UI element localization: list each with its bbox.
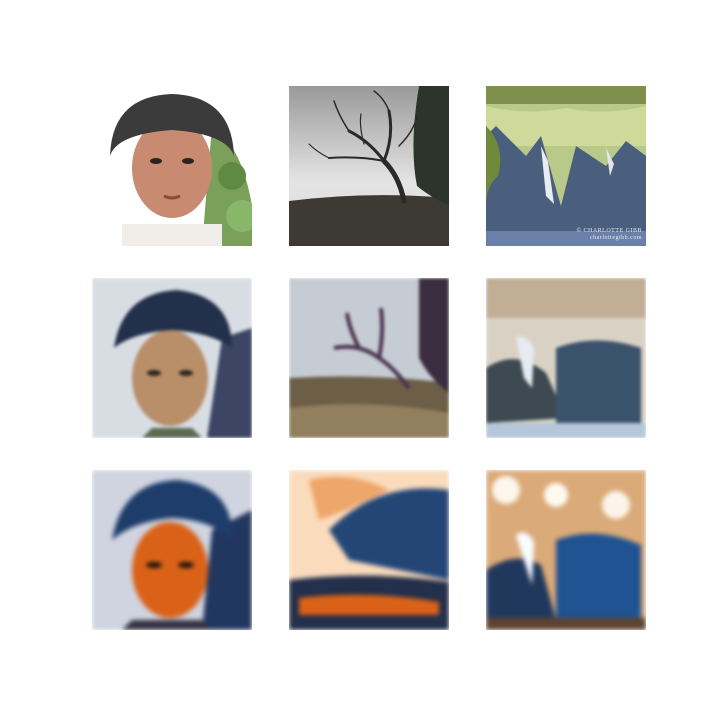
watermark-line-2: charlottegibb.com xyxy=(590,235,642,241)
portrait-photo xyxy=(92,86,252,246)
reflection-stylized-a xyxy=(486,278,646,438)
tree-stylized-b xyxy=(289,470,449,630)
tree-stylized-a xyxy=(289,278,449,438)
portrait-stylized-b xyxy=(92,470,252,630)
photo-watermark: © CHARLOTTE GIBB charlottegibb.com xyxy=(576,228,642,242)
mountain-reflection-photo: © CHARLOTTE GIBB charlottegibb.com xyxy=(486,86,646,246)
reflection-stylized-b xyxy=(486,470,646,630)
foggy-tree-photo xyxy=(289,86,449,246)
watermark-line-1: © CHARLOTTE GIBB xyxy=(576,228,642,234)
portrait-stylized-a xyxy=(92,278,252,438)
